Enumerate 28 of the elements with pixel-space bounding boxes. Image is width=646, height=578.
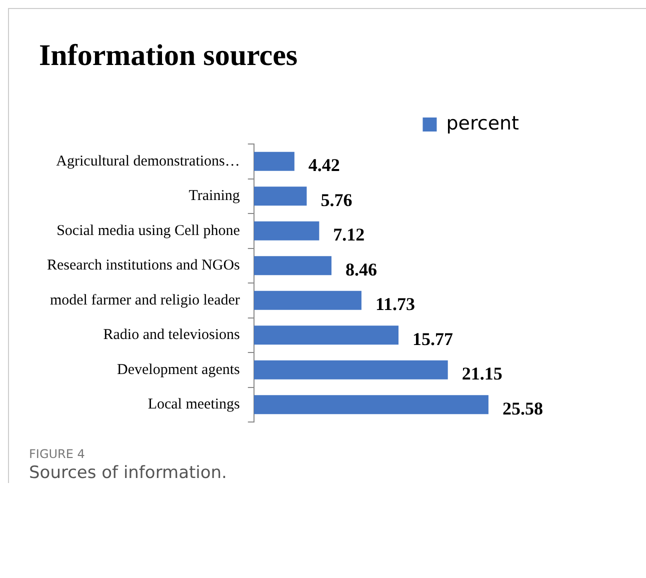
data-label: 5.76 — [320, 190, 352, 210]
data-label: 25.58 — [502, 398, 543, 418]
y-tick-label: Development agents — [117, 362, 240, 378]
bar — [254, 360, 448, 380]
bar — [254, 221, 320, 240]
caption: FIGURE 4 — [29, 447, 86, 461]
y-tick-label: Local meetings — [148, 396, 240, 413]
data-label: 8.46 — [345, 259, 377, 280]
chart-title: Information sources — [39, 38, 298, 72]
bar — [254, 186, 307, 206]
data-label: 15.77 — [412, 328, 454, 349]
data-label: 4.42 — [308, 155, 340, 176]
bar — [254, 152, 294, 171]
data-label: 11.73 — [375, 294, 415, 314]
data-label: 7.12 — [333, 224, 365, 245]
y-tick-label: Social media using Cell phone — [56, 222, 240, 239]
bar — [254, 395, 488, 414]
source-note: Sources of information. — [29, 463, 228, 483]
y-tick-label: Research institutions and NGOs — [47, 258, 240, 274]
bar — [254, 290, 362, 310]
y-tick-label: Agricultural demonstrations… — [56, 153, 240, 170]
bar — [254, 326, 399, 345]
y-tick-label: model farmer and religio leader — [50, 292, 240, 308]
legend-label: percent — [446, 112, 520, 134]
bar — [254, 256, 332, 276]
y-tick-label: Radio and televiosions — [103, 327, 240, 344]
y-tick-label: Training — [188, 188, 240, 204]
data-label: 21.15 — [462, 364, 502, 384]
